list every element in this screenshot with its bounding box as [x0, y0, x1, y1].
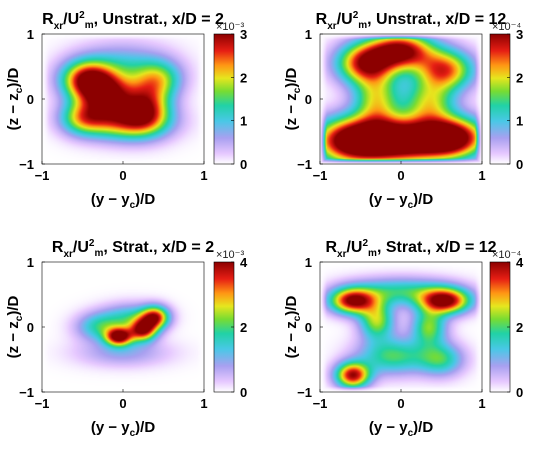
y-tick-label: −1 [297, 385, 312, 400]
colorbar-exponent-label: ×10⁻⁴ [492, 249, 521, 261]
colorbar-tick-label: 2 [516, 320, 523, 335]
y-tick-label: −1 [19, 385, 34, 400]
y-axis-label: (z − zc)/D [5, 68, 25, 131]
y-tick-label: 1 [305, 255, 312, 270]
y-tick-label: 0 [305, 320, 312, 335]
colorbar-exponent-label: ×10⁻³ [216, 249, 244, 261]
x-tick-label: 1 [200, 168, 207, 183]
panel-title: Rxr/U2m, Strat., x/D = 12 [325, 238, 496, 260]
colorbar [489, 33, 511, 165]
y-tick-label: 1 [305, 27, 312, 42]
colorbar-tick-label: 1 [516, 114, 523, 129]
colorbar-tick-label: 0 [240, 385, 247, 400]
panel-4: Rxr/U2m, Strat., x/D = 12 −1 0 1 1 0 −1 (y − yc… [283, 238, 524, 439]
heatmap-image [320, 262, 482, 392]
x-tick-label: 1 [478, 396, 485, 411]
colorbar-tick-label: 2 [240, 320, 247, 335]
x-axis-label: (y − yc)/D [91, 419, 156, 439]
panel-title: Rxr/U2m, Unstrat., x/D = 2 [42, 10, 224, 32]
heatmap-image [320, 34, 482, 164]
x-tick-label: 0 [397, 396, 404, 411]
colorbar-tick-label: 1 [240, 114, 247, 129]
panel-1: Rxr/U2m, Unstrat., x/D = 2 −1 0 1 1 0 −1 (y − y… [5, 10, 247, 211]
y-tick-label: 1 [27, 27, 34, 42]
colorbar-tick-label: 4 [240, 255, 248, 270]
x-tick-label: −1 [35, 396, 50, 411]
heatmap-image [42, 34, 204, 164]
y-tick-label: 0 [305, 92, 312, 107]
heatmap-image [42, 262, 204, 392]
x-tick-label: 0 [397, 168, 404, 183]
x-axis-label: (y − yc)/D [91, 191, 156, 211]
x-axis-label: (y − yc)/D [369, 191, 434, 211]
colorbar-tick-label: 3 [240, 27, 247, 42]
colorbar-exponent-label: ×10⁻³ [216, 21, 244, 33]
colorbar-tick-label: 0 [516, 157, 523, 172]
panel-title: Rxr/U2m, Strat., x/D = 2 [52, 238, 214, 260]
colorbar-tick-label: 3 [516, 27, 523, 42]
panel-3: Rxr/U2m, Strat., x/D = 2 −1 0 1 1 0 −1 (y − yc)… [5, 238, 248, 439]
x-tick-label: −1 [313, 168, 328, 183]
y-tick-label: −1 [297, 157, 312, 172]
panel-title: Rxr/U2m, Unstrat., x/D = 12 [316, 10, 507, 32]
colorbar-tick-label: 0 [240, 157, 247, 172]
x-tick-label: 1 [478, 168, 485, 183]
colorbar-tick-label: 4 [516, 255, 524, 270]
x-axis-label: (y − yc)/D [369, 419, 434, 439]
colorbar-tick-label: 2 [516, 70, 523, 85]
colorbar-tick-label: 2 [240, 70, 247, 85]
x-tick-label: 0 [119, 396, 126, 411]
x-tick-label: −1 [313, 396, 328, 411]
y-tick-label: 0 [27, 92, 34, 107]
y-tick-label: 0 [27, 320, 34, 335]
y-axis-label: (z − zc)/D [5, 296, 25, 359]
colorbar [213, 33, 235, 165]
colorbar-exponent-label: ×10⁻⁴ [492, 21, 521, 33]
y-tick-label: −1 [19, 157, 34, 172]
y-axis-label: (z − zc)/D [283, 296, 303, 359]
y-axis-label: (z − zc)/D [283, 68, 303, 131]
x-tick-label: 0 [119, 168, 126, 183]
x-tick-label: 1 [200, 396, 207, 411]
x-tick-label: −1 [35, 168, 50, 183]
panel-2: Rxr/U2m, Unstrat., x/D = 12 −1 0 1 1 0 −1 (y − … [283, 10, 523, 211]
y-tick-label: 1 [27, 255, 34, 270]
colorbar-tick-label: 0 [516, 385, 523, 400]
